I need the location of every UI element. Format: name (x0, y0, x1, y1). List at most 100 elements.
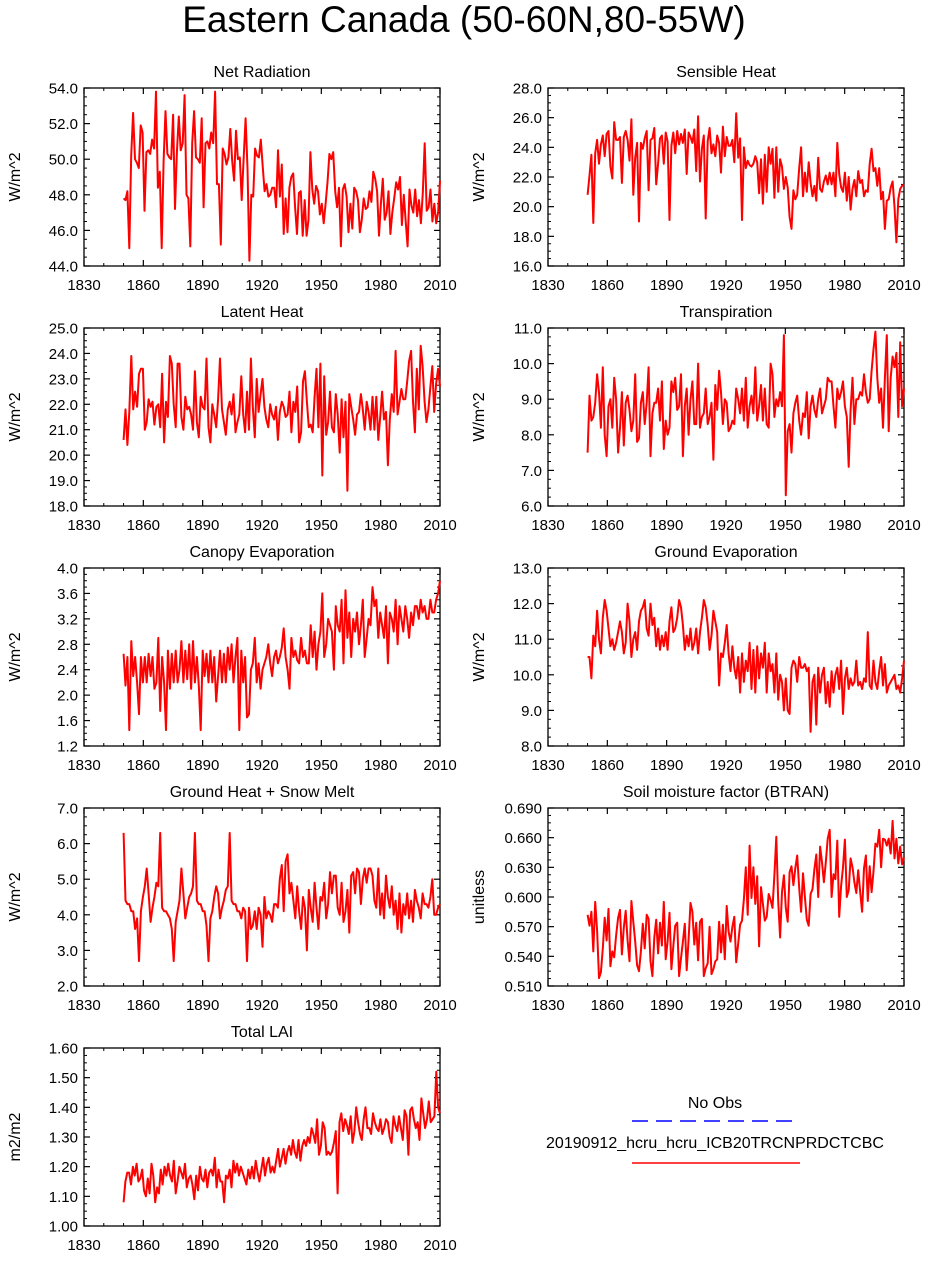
plot-frame (83, 87, 441, 267)
series-line-ground-heat-snow-melt (122, 831, 441, 963)
x-tick-label: 1860 (591, 757, 624, 774)
x-tick-label: 1830 (531, 997, 564, 1014)
x-tick-label: 2010 (423, 757, 456, 774)
y-tick-label: 0.630 (504, 860, 542, 877)
y-tick-label: 3.0 (57, 943, 78, 960)
panels: Net Radiation W/m^2 44.0 46.0 48.0 50.0 52.0 54… (7, 64, 921, 1254)
legend: No Obs 20190912_hcru_hcru_ICB20TRCNPRDCT… (546, 1095, 884, 1164)
y-tick-label: 2.0 (57, 688, 78, 705)
y-tick-label: 7.0 (57, 801, 78, 818)
x-tick-label: 2010 (887, 997, 920, 1014)
y-tick-label: 7.0 (521, 463, 542, 480)
y-tick-label: 3.2 (57, 611, 78, 628)
y-tick-label: 12.0 (513, 596, 542, 613)
chart-title: Ground Heat + Snow Melt (170, 784, 355, 801)
chart-title: Sensible Heat (676, 64, 776, 81)
series-line-sensible-heat (586, 112, 905, 244)
series-line-latent-heat (122, 344, 441, 492)
x-tick-label: 1980 (364, 517, 397, 534)
x-tick-label: 1980 (828, 277, 861, 294)
y-axis-label: W/m^2 (471, 392, 488, 441)
y-tick-label: 3.6 (57, 586, 78, 603)
x-tick-label: 1890 (650, 757, 683, 774)
y-tick-label: 0.600 (504, 890, 542, 907)
y-tick-label: 28.0 (513, 81, 542, 98)
y-tick-label: 25.0 (49, 321, 78, 338)
x-tick-label: 1920 (709, 757, 742, 774)
y-tick-label: 2.8 (57, 637, 78, 654)
plot-frame (547, 87, 905, 267)
x-tick-label: 1890 (186, 1237, 219, 1254)
y-tick-label: 18.0 (513, 229, 542, 246)
y-tick-label: 9.0 (521, 703, 542, 720)
x-tick-label: 1950 (769, 277, 802, 294)
x-tick-label: 2010 (887, 517, 920, 534)
x-tick-label: 1830 (67, 1237, 100, 1254)
y-tick-label: 1.2 (57, 739, 78, 756)
x-tick-label: 1920 (709, 277, 742, 294)
x-tick-label: 1890 (650, 277, 683, 294)
y-tick-label: 0.570 (504, 919, 542, 936)
y-tick-label: 44.0 (49, 259, 78, 276)
y-tick-label: 4.0 (57, 907, 78, 924)
x-tick-label: 1980 (828, 757, 861, 774)
x-tick-label: 1920 (245, 277, 278, 294)
series-line-ground-evaporation (587, 599, 905, 733)
y-tick-label: 0.540 (504, 949, 542, 966)
chart-title: Latent Heat (221, 304, 304, 321)
y-tick-label: 54.0 (49, 81, 78, 98)
x-tick-label: 1890 (186, 277, 219, 294)
x-tick-label: 1830 (67, 277, 100, 294)
y-axis-label: m2/m2 (7, 1112, 24, 1161)
x-tick-label: 1980 (828, 517, 861, 534)
x-tick-label: 2010 (887, 757, 920, 774)
panel-ground-heat-snow-melt: Ground Heat + Snow Melt W/m^2 2.0 3.0 4.0 5.0… (7, 784, 457, 1014)
y-tick-label: 10.0 (513, 356, 542, 373)
x-tick-label: 1860 (127, 277, 160, 294)
y-tick-label: 24.0 (513, 140, 542, 157)
y-tick-label: 1.30 (49, 1130, 78, 1147)
y-tick-label: 48.0 (49, 187, 78, 204)
legend-obs-label: No Obs (688, 1095, 742, 1112)
y-tick-label: 1.00 (49, 1219, 78, 1236)
legend-model-label: 20190912_hcru_hcru_ICB20TRCNPRDCTCBC (546, 1135, 884, 1152)
chart-title: Ground Evaporation (654, 544, 797, 561)
x-tick-label: 1890 (650, 997, 683, 1014)
y-tick-label: 0.690 (504, 801, 542, 818)
x-tick-label: 1920 (245, 1237, 278, 1254)
chart-title: Total LAI (231, 1024, 293, 1041)
series-line-net-radiation (122, 90, 441, 262)
y-axis-label: W/m^2 (7, 872, 24, 921)
x-tick-label: 1920 (245, 517, 278, 534)
y-tick-label: 16.0 (513, 259, 542, 276)
y-tick-label: 1.6 (57, 713, 78, 730)
y-tick-label: 6.0 (521, 499, 542, 516)
y-tick-label: 24.0 (49, 346, 78, 363)
x-tick-label: 2010 (887, 277, 920, 294)
x-tick-label: 2010 (423, 1237, 456, 1254)
x-tick-label: 1830 (531, 517, 564, 534)
y-axis-label: W/m^2 (7, 632, 24, 681)
plot-frame (83, 807, 441, 987)
panel-sensible-heat: Sensible Heat W/m^2 16.0 18.0 20.0 22.0 24.0 26… (471, 64, 921, 294)
chart-title: Transpiration (680, 304, 773, 321)
chart-title: Net Radiation (214, 64, 311, 81)
y-axis-label: unitless (471, 870, 488, 924)
y-tick-label: 1.50 (49, 1070, 78, 1087)
x-tick-label: 1920 (709, 517, 742, 534)
y-tick-label: 20.0 (513, 199, 542, 216)
y-tick-label: 2.4 (57, 662, 78, 679)
y-tick-label: 1.20 (49, 1159, 78, 1176)
x-tick-label: 1860 (591, 517, 624, 534)
panel-ground-evaporation: Ground Evaporation W/m^2 8.0 9.0 10.0 11.0 12.… (471, 544, 921, 774)
x-tick-label: 1950 (305, 997, 338, 1014)
x-tick-label: 1830 (67, 757, 100, 774)
y-tick-label: 8.0 (521, 427, 542, 444)
y-tick-label: 52.0 (49, 116, 78, 133)
x-tick-label: 1980 (364, 277, 397, 294)
y-tick-label: 21.0 (49, 422, 78, 439)
x-tick-label: 1860 (127, 1237, 160, 1254)
plot-frame (83, 567, 441, 747)
panel-transpiration: Transpiration W/m^2 6.0 7.0 8.0 9.0 10.0 11.0 18… (471, 304, 921, 534)
x-tick-label: 2010 (423, 517, 456, 534)
